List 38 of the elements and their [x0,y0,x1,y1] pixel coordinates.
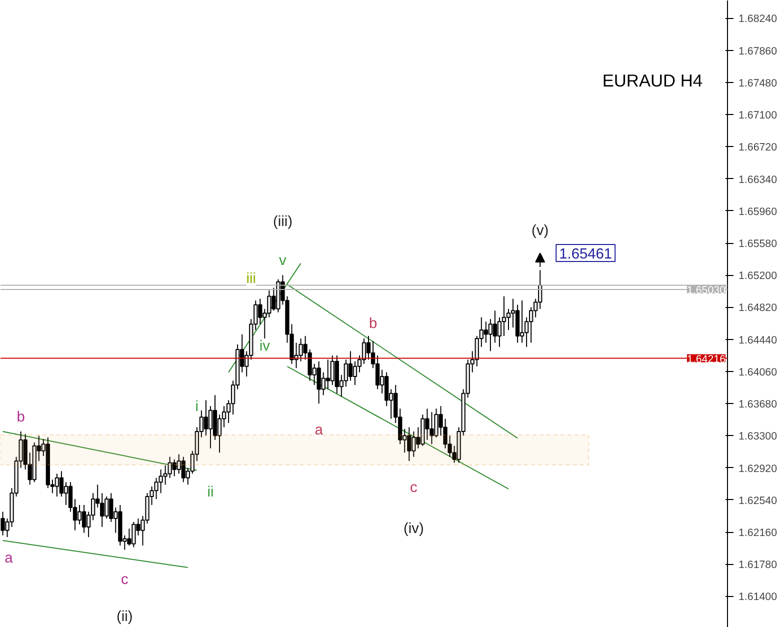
annotation: c [121,572,128,588]
y-tick-label: 1.62540 [738,494,778,507]
annotation: b [16,409,25,426]
annotation: iii [246,271,256,288]
annotation: a [314,422,324,439]
y-tick-label: 1.67860 [738,45,778,58]
text: EURAUD H4 [602,70,703,90]
annotation: a [4,550,14,566]
y-tick-label: 1.65200 [738,270,778,282]
ref-line-label: 1.65030 [686,284,726,296]
annotation: c [410,480,418,496]
annotation: (ii) [116,608,133,625]
y-tick-label: 1.67100 [738,110,778,122]
y-tick-label: 1.61780 [738,559,778,572]
annotation: 1.65461 [559,246,612,263]
y-tick-label: 1.65580 [738,238,778,250]
y-tick-label: 1.68240 [738,13,778,26]
y-tick-label: 1.62160 [738,527,778,540]
annotation: v [279,253,288,270]
y-tick-label: 1.61400 [738,591,778,604]
y-tick-label: 1.64440 [738,334,778,346]
y-tick-label: 1.63680 [738,398,778,411]
annotation: i [195,399,199,416]
annotation: (iii) [272,214,292,230]
y-tick-label: 1.66720 [738,142,778,154]
ref-line-label: 1.64216 [686,353,726,366]
y-tick-label: 1.67480 [738,77,778,90]
y-tick-label: 1.65960 [738,206,778,218]
y-tick-label: 1.64060 [738,366,778,378]
y-tick-label: 1.66340 [738,174,778,186]
y-tick-label: 1.63300 [738,430,778,443]
y-tick-label: 1.62920 [738,462,778,475]
annotation: b [368,316,378,332]
annotation: (v) [532,223,549,240]
annotation: (iv) [404,520,424,537]
y-tick-label: 1.64820 [738,302,778,314]
annotation: ii [207,484,214,500]
annotation: iv [259,338,271,355]
